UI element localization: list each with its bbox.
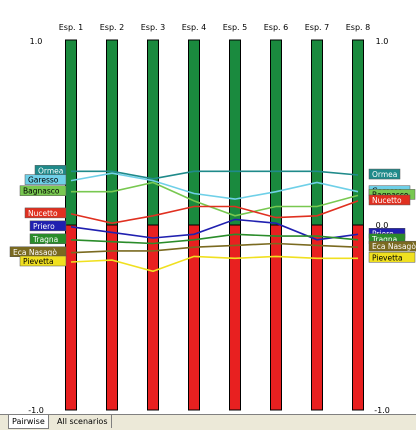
axis-label: Esp. 1 [59, 23, 83, 32]
series-line [71, 181, 359, 217]
tick-label: -1.0 [374, 406, 390, 414]
tick-label: 1.0 [30, 37, 43, 46]
axis-bar-positive [188, 39, 200, 226]
legend-left-text: Ormea [38, 166, 63, 175]
axis-bar-negative [147, 224, 159, 411]
legend-left-box [24, 207, 67, 219]
axis-bar-negative [311, 224, 323, 411]
axis-label: Esp. 2 [100, 23, 124, 32]
axis-bar-negative [106, 224, 118, 411]
axis-bar-negative [65, 224, 77, 411]
legend-left-text: Pievetta [23, 257, 54, 266]
legend-right-text: Tragna [371, 235, 397, 244]
legend-left-box [29, 233, 67, 245]
axis-bar-negative [270, 224, 282, 411]
axis-label: Esp. 5 [223, 23, 247, 32]
legend-left-box [29, 220, 67, 232]
tick-label: 1.0 [376, 37, 389, 46]
series-line [70, 233, 359, 245]
legend-left-text: Nucetto [28, 209, 58, 218]
tab-bar: Pairwise All scenarios [0, 414, 416, 430]
legend-left-text: Priero [33, 222, 55, 231]
series-line [70, 172, 359, 200]
legend-right-text: Ormea [372, 170, 397, 179]
axis-bar-positive [229, 39, 241, 226]
legend-right-box [368, 252, 416, 263]
tab-pairwise[interactable]: Pairwise [8, 415, 49, 429]
legend-left-box [19, 185, 67, 196]
series-line [70, 200, 359, 225]
axis-bar-positive [147, 39, 159, 226]
axis-bar-negative [188, 224, 200, 411]
legend-left-text: Eca Nasagò [13, 248, 57, 257]
tick-label: 0.0 [376, 221, 389, 230]
axis-label: Esp. 6 [264, 23, 288, 32]
legend-left-box [19, 255, 67, 267]
axis-bar-positive [270, 39, 282, 226]
axis-label: Esp. 3 [141, 23, 165, 32]
axis-bar-negative [352, 224, 364, 411]
legend-left-text: Garesso [28, 176, 59, 185]
axis-bar-positive [311, 39, 323, 226]
axis-bar-positive [65, 39, 77, 226]
axis-label: Esp. 8 [346, 23, 370, 32]
series-line [70, 242, 359, 254]
tick-label: -1.0 [28, 406, 44, 414]
legend-left-box [24, 174, 67, 185]
legend-left-text: Tragna [32, 235, 58, 244]
series-line [71, 170, 359, 180]
axis-bar-negative [229, 224, 241, 411]
series-line [70, 255, 358, 273]
legend-right-box [368, 194, 411, 206]
axis-bar-positive [106, 39, 118, 226]
legend-right-box [368, 240, 416, 252]
legend-right-text: Nucetto [372, 196, 402, 205]
legend-left-text: Bagnasco [23, 187, 60, 196]
tab-all-scenarios[interactable]: All scenarios [54, 415, 112, 428]
axis-label: Esp. 7 [305, 23, 329, 32]
parallel-coordinates-chart: Esp. 1 Esp. 2 Esp. 3 Esp. 4 Esp. 5 Esp. 6 Esp.… [9, 23, 416, 414]
axis-label: Esp. 4 [182, 23, 206, 32]
legend-right-text: Pievetta [372, 253, 403, 262]
legend-right-text: Eca Nasagò [372, 242, 416, 251]
legend-right-box [368, 168, 401, 180]
series-line [70, 218, 359, 241]
